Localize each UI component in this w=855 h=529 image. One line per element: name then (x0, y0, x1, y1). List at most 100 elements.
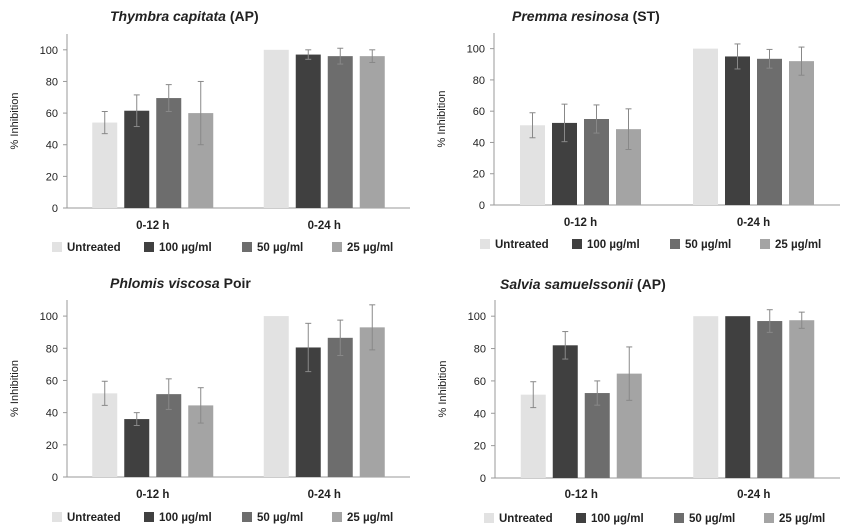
legend-swatch (670, 239, 680, 249)
category-label: 0-12 h (136, 489, 169, 501)
bar (520, 125, 545, 205)
legend-swatch (764, 513, 774, 523)
y-tick-label: 20 (473, 169, 485, 181)
bar (92, 393, 118, 477)
bar (263, 316, 289, 477)
y-tick-label: 0 (480, 473, 486, 485)
legend-label: Untreated (67, 242, 121, 254)
chart-title: Thymbra capitata (AP) (110, 8, 259, 24)
bar (789, 320, 815, 478)
legend-swatch (760, 239, 770, 249)
legend-swatch (144, 512, 154, 522)
legend-label: 50 µg/ml (257, 512, 303, 524)
legend-swatch (484, 513, 494, 523)
chart-title-species: Premma resinosa (512, 8, 629, 24)
bar (156, 98, 182, 208)
legend-label: 50 µg/ml (685, 239, 731, 251)
category-label: 0-24 h (308, 489, 341, 501)
y-tick-label: 100 (468, 311, 486, 323)
legend-swatch (572, 239, 582, 249)
chart-title-species: Salvia samuelssonii (500, 276, 634, 292)
y-tick-label: 100 (40, 311, 58, 323)
y-tick-label: 60 (46, 108, 58, 120)
bar (552, 345, 578, 478)
y-tick-label: 80 (46, 76, 58, 88)
legend-swatch (52, 242, 62, 252)
chart-phlomis-viscosa: Phlomis viscosa Poir % Inhibition 0 20 40 60 8… (9, 275, 410, 524)
category-label: 0-12 h (565, 489, 598, 501)
y-tick-label: 60 (474, 376, 486, 388)
legend-label: 25 µg/ml (347, 242, 393, 254)
y-tick-label: 40 (46, 140, 58, 152)
bar (693, 48, 718, 205)
chart-panel-phlomis-viscosa: Phlomis viscosa Poir % Inhibition 0 20 40 60 8… (0, 268, 428, 529)
bar (327, 56, 353, 209)
category-label: 0-24 h (737, 217, 770, 229)
legend-label: 100 µg/ml (591, 513, 644, 525)
category-label: 0-12 h (136, 220, 169, 232)
legend-swatch (480, 239, 490, 249)
bar (327, 337, 353, 477)
chart-panel-premma-resinosa: Premma resinosa (ST) % Inhibition 0 20 40 60 8… (428, 0, 855, 262)
y-tick-label: 80 (473, 75, 485, 87)
y-tick-label: 0 (479, 200, 485, 212)
bar (295, 54, 321, 209)
chart-thymbra-capitata: Thymbra capitata (AP) % Inhibition 0 20 40 60… (9, 8, 410, 254)
chart-title: Salvia samuelssonii (AP) (500, 276, 666, 292)
legend-swatch (576, 513, 586, 523)
bar (757, 58, 782, 205)
bar (584, 393, 610, 478)
legend-label: 25 µg/ml (775, 239, 821, 251)
chart-title-suffix: (AP) (226, 8, 259, 24)
y-axis-label: % Inhibition (9, 360, 21, 417)
bar (359, 327, 385, 477)
bar (263, 49, 289, 209)
legend-label: 25 µg/ml (347, 512, 393, 524)
legend-swatch (242, 512, 252, 522)
bar (520, 394, 546, 478)
legend-swatch (332, 242, 342, 252)
y-tick-label: 80 (474, 344, 486, 356)
y-tick-label: 40 (473, 137, 485, 149)
bar (124, 419, 150, 477)
bar (693, 316, 719, 478)
legend-label: 100 µg/ml (159, 512, 212, 524)
y-tick-label: 100 (467, 44, 485, 56)
y-tick-label: 80 (46, 343, 58, 355)
legend-label: 25 µg/ml (779, 513, 825, 525)
category-label: 0-12 h (564, 217, 597, 229)
legend-swatch (144, 242, 154, 252)
chart-title-suffix: Poir (220, 275, 252, 291)
bar (789, 61, 814, 206)
y-tick-label: 20 (474, 441, 486, 453)
y-tick-label: 0 (52, 203, 58, 215)
y-tick-label: 40 (474, 408, 486, 420)
chart-title-species: Thymbra capitata (110, 8, 226, 24)
y-tick-label: 0 (52, 472, 58, 484)
legend-label: 50 µg/ml (257, 242, 303, 254)
legend-label: 100 µg/ml (587, 239, 640, 251)
bar (725, 316, 751, 478)
y-tick-label: 20 (46, 171, 58, 183)
chart-title-species: Phlomis viscosa (110, 275, 220, 291)
legend-label: Untreated (67, 512, 121, 524)
y-axis-label: % Inhibition (9, 93, 21, 150)
bar (725, 56, 750, 205)
chart-title: Premma resinosa (ST) (512, 8, 660, 24)
legend-swatch (52, 512, 62, 522)
chart-premma-resinosa: Premma resinosa (ST) % Inhibition 0 20 40 60 8… (436, 8, 840, 251)
chart-title-suffix: (ST) (629, 8, 660, 24)
y-tick-label: 100 (40, 45, 58, 57)
legend-swatch (674, 513, 684, 523)
chart-panel-salvia-samuelssonii: Salvia samuelssonii (AP) % Inhibition 0 20 4… (428, 268, 855, 529)
chart-panel-thymbra-capitata: Thymbra capitata (AP) % Inhibition 0 20 40 60… (0, 0, 428, 262)
y-axis-label: % Inhibition (436, 91, 448, 148)
legend-swatch (332, 512, 342, 522)
legend-label: 100 µg/ml (159, 242, 212, 254)
y-tick-label: 60 (46, 375, 58, 387)
y-axis-label: % Inhibition (437, 361, 449, 418)
legend-label: 50 µg/ml (689, 513, 735, 525)
chart-salvia-samuelssonii: Salvia samuelssonii (AP) % Inhibition 0 20 4… (437, 276, 840, 525)
y-tick-label: 60 (473, 106, 485, 118)
y-tick-label: 20 (46, 440, 58, 452)
